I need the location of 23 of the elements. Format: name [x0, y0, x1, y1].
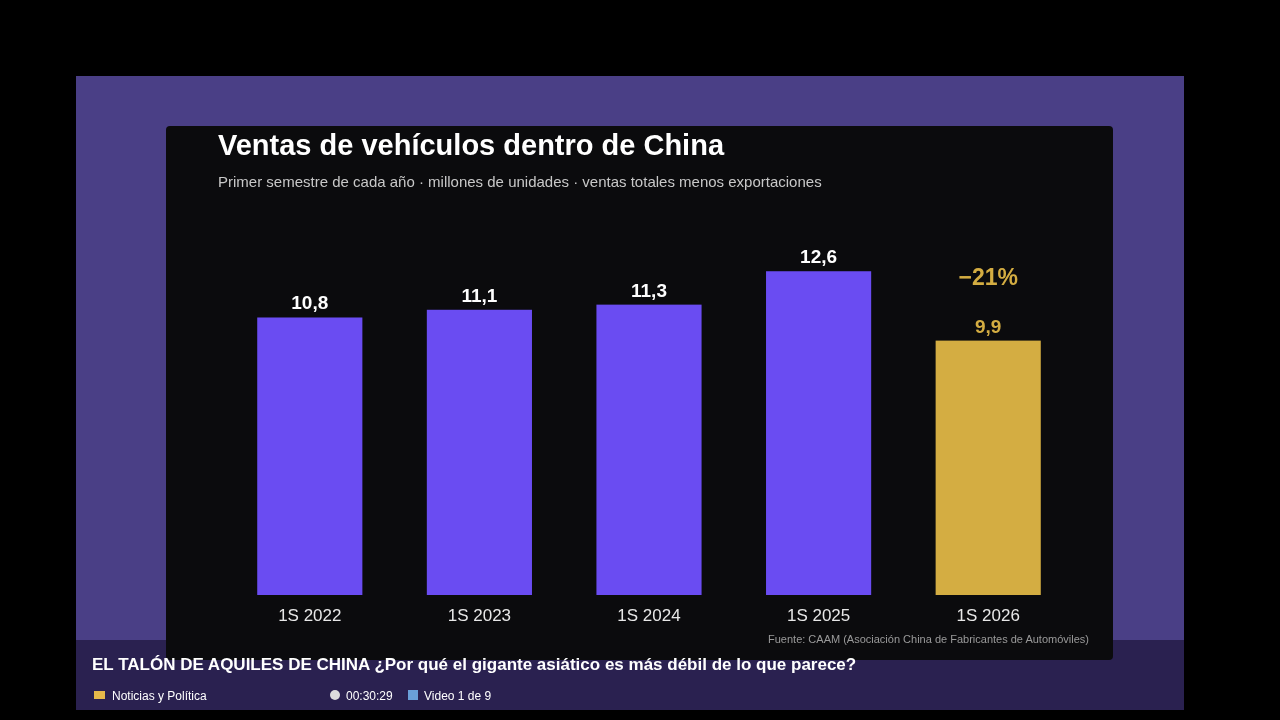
x-tick-label: 1S 2026 — [956, 606, 1020, 625]
source-note: Fuente: CAAM (Asociación China de Fabricantes de Automóviles) — [768, 633, 1089, 645]
x-tick-label: 1S 2023 — [447, 606, 512, 625]
data-label: 11,1 — [461, 284, 498, 306]
data-label: 9,9 — [974, 315, 1002, 337]
text: 00:30:29 — [346, 689, 394, 703]
bar — [596, 304, 702, 595]
x-tick-label: 1S 2025 — [786, 606, 851, 625]
bar — [257, 317, 363, 595]
text: Video 1 de 9 — [424, 689, 492, 703]
chart-subtitle: Primer semestre de cada año · millones de unidades · ventas totales menos exportaciones — [218, 173, 822, 190]
annotation: −21% — [958, 263, 1018, 290]
chart-title: Ventas de vehículos dentro de China — [218, 129, 725, 161]
bar — [935, 340, 1041, 595]
x-tick-label: 1S 2022 — [278, 606, 342, 625]
data-label: 10,8 — [291, 292, 329, 314]
text: EL TALÓN DE AQUILES DE CHINA ¿Por qué el gigante asiático es más débil de lo que parece? — [92, 655, 857, 674]
x-tick-label: 1S 2024 — [617, 606, 681, 625]
data-label: 12,6 — [800, 246, 838, 268]
bar — [766, 271, 872, 595]
bar — [426, 309, 532, 595]
data-label: 11,3 — [631, 279, 667, 301]
text: Noticias y Política — [112, 689, 208, 703]
